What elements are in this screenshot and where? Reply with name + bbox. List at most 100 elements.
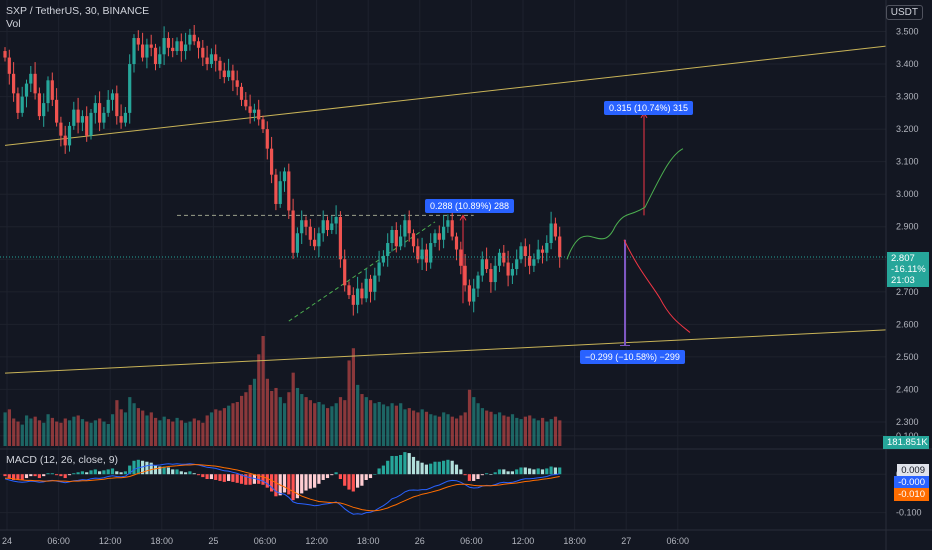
volume-bar (433, 415, 437, 446)
volume-bar (218, 410, 222, 446)
time-tick: 18:00 (151, 536, 174, 546)
macd-histogram-bar (16, 474, 20, 480)
trendline-lower-channel (4, 329, 887, 374)
candle-body (188, 34, 192, 45)
candle-body (235, 80, 239, 87)
candle-body (24, 83, 29, 97)
volume-bar (119, 409, 123, 446)
macd-histogram-bar (497, 469, 502, 475)
candle-body (321, 220, 325, 234)
macd-histogram-bar (321, 474, 325, 480)
candle-body (330, 223, 334, 230)
candle-body (287, 171, 291, 211)
candle-body (467, 285, 471, 302)
volume-bar (386, 406, 390, 446)
volume-bar (356, 384, 360, 446)
candle-body (80, 116, 84, 123)
volume-bar (128, 397, 132, 446)
candle-body (282, 171, 287, 182)
volume-bar (3, 412, 7, 446)
volume-legend[interactable]: Vol (6, 18, 21, 30)
time-tick: 24 (2, 536, 12, 546)
volume-bar (489, 411, 493, 446)
volume-bar (55, 421, 59, 446)
macd-histogram-bar (467, 474, 471, 481)
volume-bar (76, 415, 80, 446)
candle-body (450, 220, 454, 237)
candle-body (442, 226, 446, 240)
candle-body (33, 73, 37, 94)
candle-body (265, 129, 269, 149)
macd-histogram-bar (433, 461, 437, 475)
volume-bar (240, 395, 244, 446)
candle-body (85, 116, 89, 136)
macd-legend[interactable]: MACD (12, 26, close, 9) (6, 454, 119, 466)
volume-bar (519, 419, 523, 446)
price-tick: 2.900 (896, 222, 919, 232)
volume-bar (141, 410, 145, 446)
candle-body (231, 70, 235, 81)
symbol-legend[interactable]: SXP / TetherUS, 30, BINANCE (6, 5, 150, 17)
volume-bar (493, 414, 497, 446)
macd-histogram-bar (429, 463, 433, 475)
macd-histogram-bar (463, 474, 467, 476)
macd-histogram-bar (227, 474, 231, 481)
macd-histogram-bar (368, 474, 373, 479)
candle-body (149, 44, 153, 48)
macd-histogram-bar (179, 471, 183, 475)
candle-body (476, 275, 480, 289)
volume-bar (463, 412, 467, 446)
volume-bar (235, 402, 239, 446)
macd-histogram-bar (239, 474, 244, 484)
macd-histogram-bar (476, 474, 480, 480)
volume-bar (334, 403, 338, 446)
time-tick: 25 (208, 536, 218, 546)
macd-histogram-bar (442, 460, 446, 475)
candle-body (506, 262, 510, 276)
volume-bar (347, 360, 351, 446)
volume-bar (467, 389, 472, 446)
currency-button[interactable]: USDT (885, 5, 923, 20)
candle-body (558, 236, 562, 258)
time-tick: 12:00 (99, 536, 122, 546)
candle-body (196, 41, 201, 48)
volume-bar (111, 414, 115, 446)
volume-bar (270, 391, 274, 446)
candle-body (300, 220, 304, 234)
macd-histogram-bar (536, 468, 540, 475)
change-percent: -16.11% (891, 264, 926, 275)
volume-bar (553, 416, 558, 446)
volume-bar (455, 418, 459, 446)
volume-bar (171, 421, 175, 446)
candle-body (515, 259, 519, 270)
macd-histogram-bar (106, 469, 110, 475)
candle-body (364, 278, 368, 299)
macd-histogram-bar (407, 453, 411, 475)
volume-bar (373, 403, 377, 446)
macd-histogram-bar (265, 474, 269, 488)
price-tick: 2.500 (896, 352, 919, 362)
macd-histogram-bar (472, 474, 476, 481)
macd-histogram-bar (351, 474, 355, 492)
candle-body (102, 112, 106, 123)
candle-body (209, 54, 213, 65)
candle-body (368, 278, 373, 292)
candle-body (325, 220, 330, 230)
candle-body (248, 106, 252, 113)
macd-histogram-bar (506, 471, 510, 475)
bearish-projection (623, 239, 691, 333)
macd-histogram-bar (244, 474, 248, 485)
candle-body (386, 243, 390, 257)
volume-bar (197, 420, 201, 446)
candle-body (20, 96, 24, 113)
macd-histogram-bar (192, 473, 196, 475)
volume-bar (59, 422, 63, 446)
macd-histogram-bar (270, 474, 274, 492)
candle-body (171, 47, 175, 52)
volume-bar (123, 412, 128, 446)
candle-body (244, 99, 248, 107)
macd-histogram-bar (42, 474, 46, 477)
candle-body (429, 243, 433, 263)
macd-histogram-bar (532, 469, 536, 475)
